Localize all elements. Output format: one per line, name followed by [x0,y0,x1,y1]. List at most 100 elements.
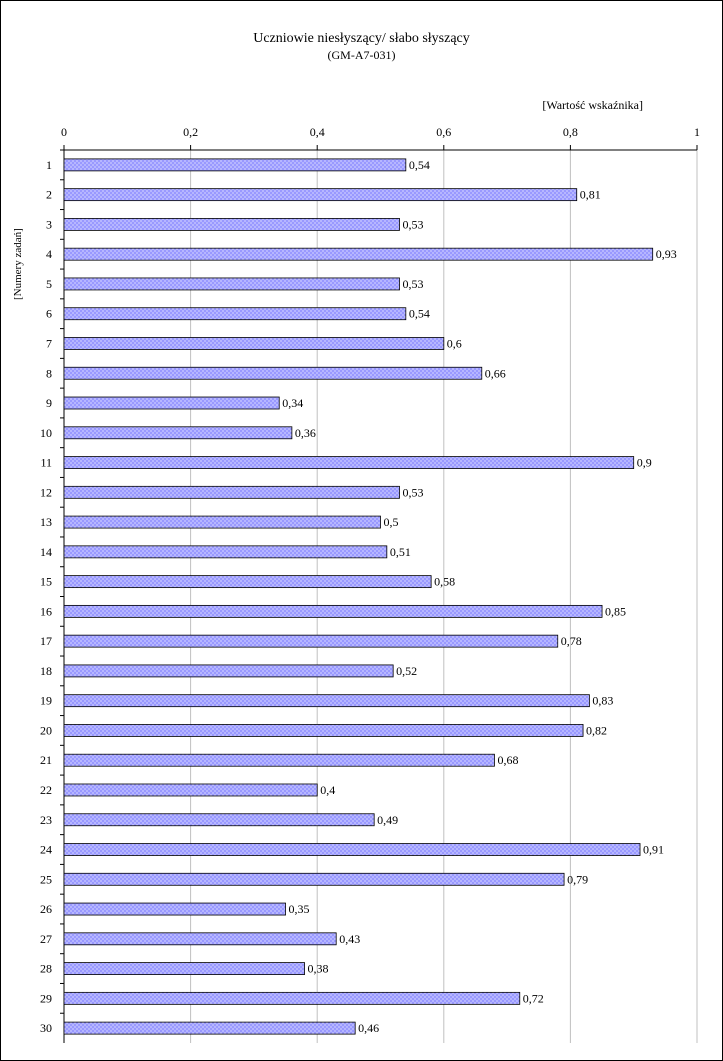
y-tick-label: 29 [40,991,52,1005]
bar [63,158,407,172]
y-tick-label: 9 [46,396,52,410]
bar [63,843,641,856]
bar [63,515,381,529]
bar [63,575,432,589]
bar [63,188,578,202]
y-tick-label: 18 [40,664,52,678]
data-label: 0,6 [447,336,462,350]
y-tick-label: 20 [40,723,52,737]
y-tick-label: 24 [40,843,52,857]
y-tick-label: 3 [46,217,52,231]
bar [63,218,400,231]
bar [63,634,559,648]
data-label: 0,79 [567,872,588,886]
y-tick-label: 11 [40,456,52,470]
x-axis-label: [Wartość wskaźnika] [542,98,643,112]
y-tick-label: 23 [40,813,52,827]
data-label: 0,34 [282,396,303,410]
bar [63,872,565,886]
bar [63,694,590,708]
y-tick-label: 8 [46,366,52,380]
data-label: 0,9 [637,456,652,470]
bar [63,366,483,380]
x-tick-label: 0,6 [436,125,451,139]
data-label: 0,83 [592,694,613,708]
data-label: 0,43 [339,932,360,946]
data-label: 0,93 [656,247,677,261]
y-tick-label: 6 [46,307,52,321]
y-tick-label: 14 [40,545,52,559]
y-tick-label: 30 [40,1021,52,1035]
data-label: 0,66 [485,366,506,380]
bar [63,426,293,440]
bar [63,902,286,916]
bar [63,396,280,410]
data-label: 0,82 [586,723,607,737]
data-label: 0,46 [358,1021,379,1035]
bar [63,724,584,737]
data-label: 0,38 [308,962,329,976]
data-label: 0,36 [295,426,316,440]
data-label: 0,35 [289,902,310,916]
bar [63,456,635,469]
bar [63,932,337,946]
data-label: 0,54 [409,307,430,321]
y-tick-label: 2 [46,188,52,202]
data-label: 0,81 [580,188,601,202]
bar [63,1021,356,1035]
y-tick-label: 10 [40,426,52,440]
data-label: 0,5 [384,515,399,529]
bar [63,337,445,350]
bar [63,277,400,291]
bar [63,247,654,261]
bar [63,664,394,678]
bar [63,604,603,618]
data-label: 0,53 [402,277,423,291]
data-label: 0,53 [402,485,423,499]
y-tick-label: 12 [40,485,52,499]
y-tick-label: 15 [40,575,52,589]
bar [63,545,388,559]
x-tick-label: 0,2 [183,125,198,139]
y-tick-label: 22 [40,783,52,797]
data-label: 0,85 [605,604,626,618]
x-tick-label: 0 [61,125,67,139]
y-tick-label: 19 [40,694,52,708]
data-label: 0,68 [497,753,518,767]
chart-title: Uczniowie niesłyszący/ słabo słyszący [253,31,470,46]
y-tick-label: 5 [46,277,52,291]
x-tick-label: 0,4 [310,125,325,139]
bar [63,991,521,1005]
y-tick-label: 13 [40,515,52,529]
y-tick-label: 17 [40,634,52,648]
y-tick-label: 16 [40,604,52,618]
data-label: 0,58 [434,575,455,589]
data-label: 0,91 [643,843,664,857]
y-tick-label: 21 [40,753,52,767]
y-tick-label: 26 [40,902,52,916]
data-label: 0,49 [377,813,398,827]
chart-subtitle: (GM-A7-031) [327,48,396,62]
bar [63,485,400,499]
data-label: 0,72 [523,991,544,1005]
y-tick-label: 27 [40,932,52,946]
bar [63,307,407,321]
bar [63,962,305,975]
y-tick-label: 4 [46,247,52,261]
data-label: 0,52 [396,664,417,678]
data-label: 0,53 [402,217,423,231]
x-tick-label: 0,8 [563,125,578,139]
x-tick-label: 1 [694,125,700,139]
y-tick-label: 1 [46,158,52,172]
bar [63,813,375,827]
y-tick-label: 28 [40,962,52,976]
bar [63,753,495,767]
data-label: 0,78 [561,634,582,648]
bar [63,783,318,797]
data-label: 0,4 [320,783,335,797]
data-label: 0,51 [390,545,411,559]
data-label: 0,54 [409,158,430,172]
y-tick-label: 25 [40,872,52,886]
y-tick-label: 7 [46,336,52,350]
